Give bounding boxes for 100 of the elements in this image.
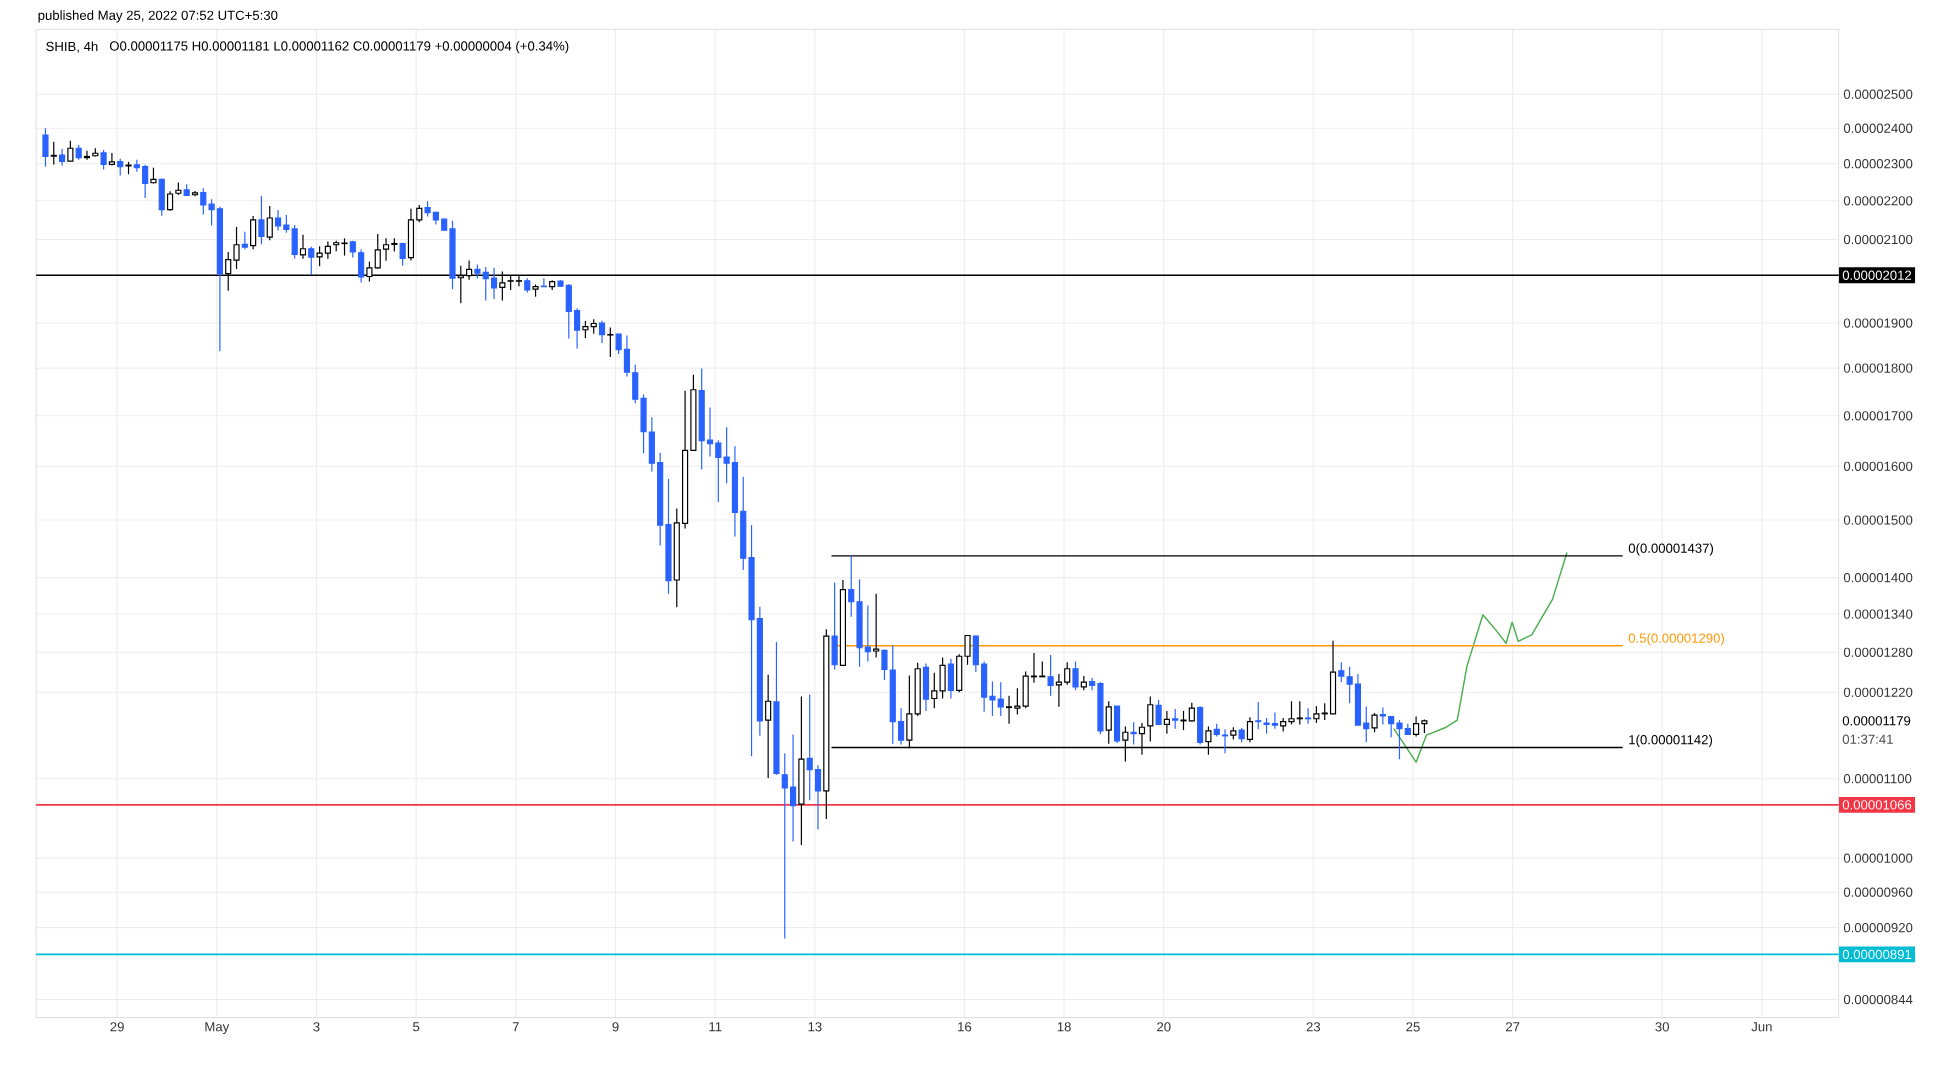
candlestick [100,149,107,170]
candlestick [1246,716,1254,743]
candlestick [67,140,74,162]
y-tick-label: 0.00002500 [1843,89,1913,99]
candlestick [598,320,606,344]
candlestick [1346,665,1353,704]
candlestick [1363,706,1370,743]
y-tick-label: 0.00001340 [1843,609,1913,619]
candlestick [1221,728,1229,754]
text: 0.00001179 [1842,715,1911,726]
candlestick [1413,715,1420,737]
y-tick-label: 0.00002200 [1843,195,1913,206]
x-tick-label: 18 [1057,1021,1071,1032]
candlestick [997,681,1004,717]
y-tick-label: 0.00001100 [1843,773,1912,784]
candlestick [715,439,722,503]
annotation: 1(0.00001142) [1629,734,1713,747]
candlestick [848,554,855,617]
y-tick-label: 0.00001400 [1843,572,1913,583]
y-tick-label: 0.00001500 [1843,515,1913,525]
x-tick-label: 9 [612,1021,619,1032]
text: 01:37:41 [1842,734,1893,744]
candlestick [897,707,905,745]
y-tick-label: 0.00001280 [1843,647,1913,657]
candlestick [1147,695,1154,742]
candlestick [258,195,265,245]
candlestick [374,233,381,270]
candlestick [1047,654,1054,697]
text: SHIB, 4h [46,41,98,53]
y-tick-label: 0.00001000 [1843,853,1913,863]
candlestick [83,149,91,161]
candlestick [1030,652,1038,684]
candlestick [723,426,730,484]
y-tick-label: 0.00001600 [1843,461,1913,471]
candlestick [1379,706,1386,725]
candlestick [1288,700,1295,725]
ref-line-label: 0.00001066 [1842,799,1912,810]
candlestick [316,245,323,267]
x-tick-label: 29 [110,1021,124,1032]
x-tick-label: 7 [512,1021,519,1032]
x-tick-label: 27 [1506,1021,1520,1032]
candlestick [233,226,240,270]
candlestick [1064,661,1071,686]
candlestick [881,648,888,681]
candlestick [1396,719,1403,760]
candlestick [490,267,498,300]
y-tick-label: 0.00000920 [1843,922,1913,933]
x-tick-label: 11 [709,1021,722,1032]
ref-line-label: 0.00002012 [1842,270,1912,280]
candlestick [765,673,772,779]
candlestick [50,141,57,165]
candlestick [299,234,307,260]
candlestick [790,733,797,842]
candlestick [873,593,880,658]
candlestick [1072,660,1079,691]
candlestick [931,671,938,709]
candlestick [964,634,971,666]
y-tick-label: 0.00001700 [1843,410,1913,421]
annotation: 0.5(0.00001290) [1628,632,1724,646]
candlestick [1305,707,1312,725]
annotation: 0(0.00001437) [1628,542,1714,556]
line-series [1393,551,1568,763]
candlestick [1180,710,1187,731]
x-tick-label: 5 [413,1021,420,1032]
candlestick [166,190,174,212]
candlestick [623,334,631,377]
x-tick-label: 20 [1157,1021,1171,1032]
y-tick-label: 0.00001220 [1843,687,1913,697]
candlestick [1271,711,1278,730]
candlestick [1338,661,1345,683]
candlestick [989,680,996,717]
text: published May 25, 2022 07:52 UTC+5:30 [38,10,278,23]
candlestick [1172,708,1179,730]
candlestick [1005,694,1013,725]
y-tick-label: 0.00002400 [1843,123,1913,133]
text: O0.00001175 H0.00001181 L0.00001162 C0.00001179 +0.00000004 (+0.34%) [109,40,569,54]
candlestick [864,604,871,662]
candlestick [1188,701,1195,722]
candlestick [208,198,215,226]
candlestick [58,148,66,166]
candlestick [382,237,390,262]
candlestick [1371,712,1378,733]
y-tick-label: 0.00000960 [1843,887,1913,897]
candlestick [781,752,788,939]
candlestick [1055,673,1062,708]
candlestick [308,245,315,276]
x-tick-label: 25 [1406,1021,1420,1032]
y-tick-label: 0.00001900 [1843,318,1913,328]
x-tick-label: 23 [1306,1021,1321,1032]
y-tick-label: 0.00002100 [1843,234,1913,244]
y-tick-label: 0.00000844 [1843,994,1913,1004]
candlestick [42,127,49,167]
x-tick-label: 13 [808,1021,822,1032]
y-tick-label: 0.00002300 [1843,158,1913,169]
candlestick [1014,687,1021,715]
candlestick [200,187,207,215]
candlestick [1163,710,1170,735]
candlestick [1089,677,1096,691]
candlestick [1155,699,1162,725]
candlestick [274,209,282,231]
